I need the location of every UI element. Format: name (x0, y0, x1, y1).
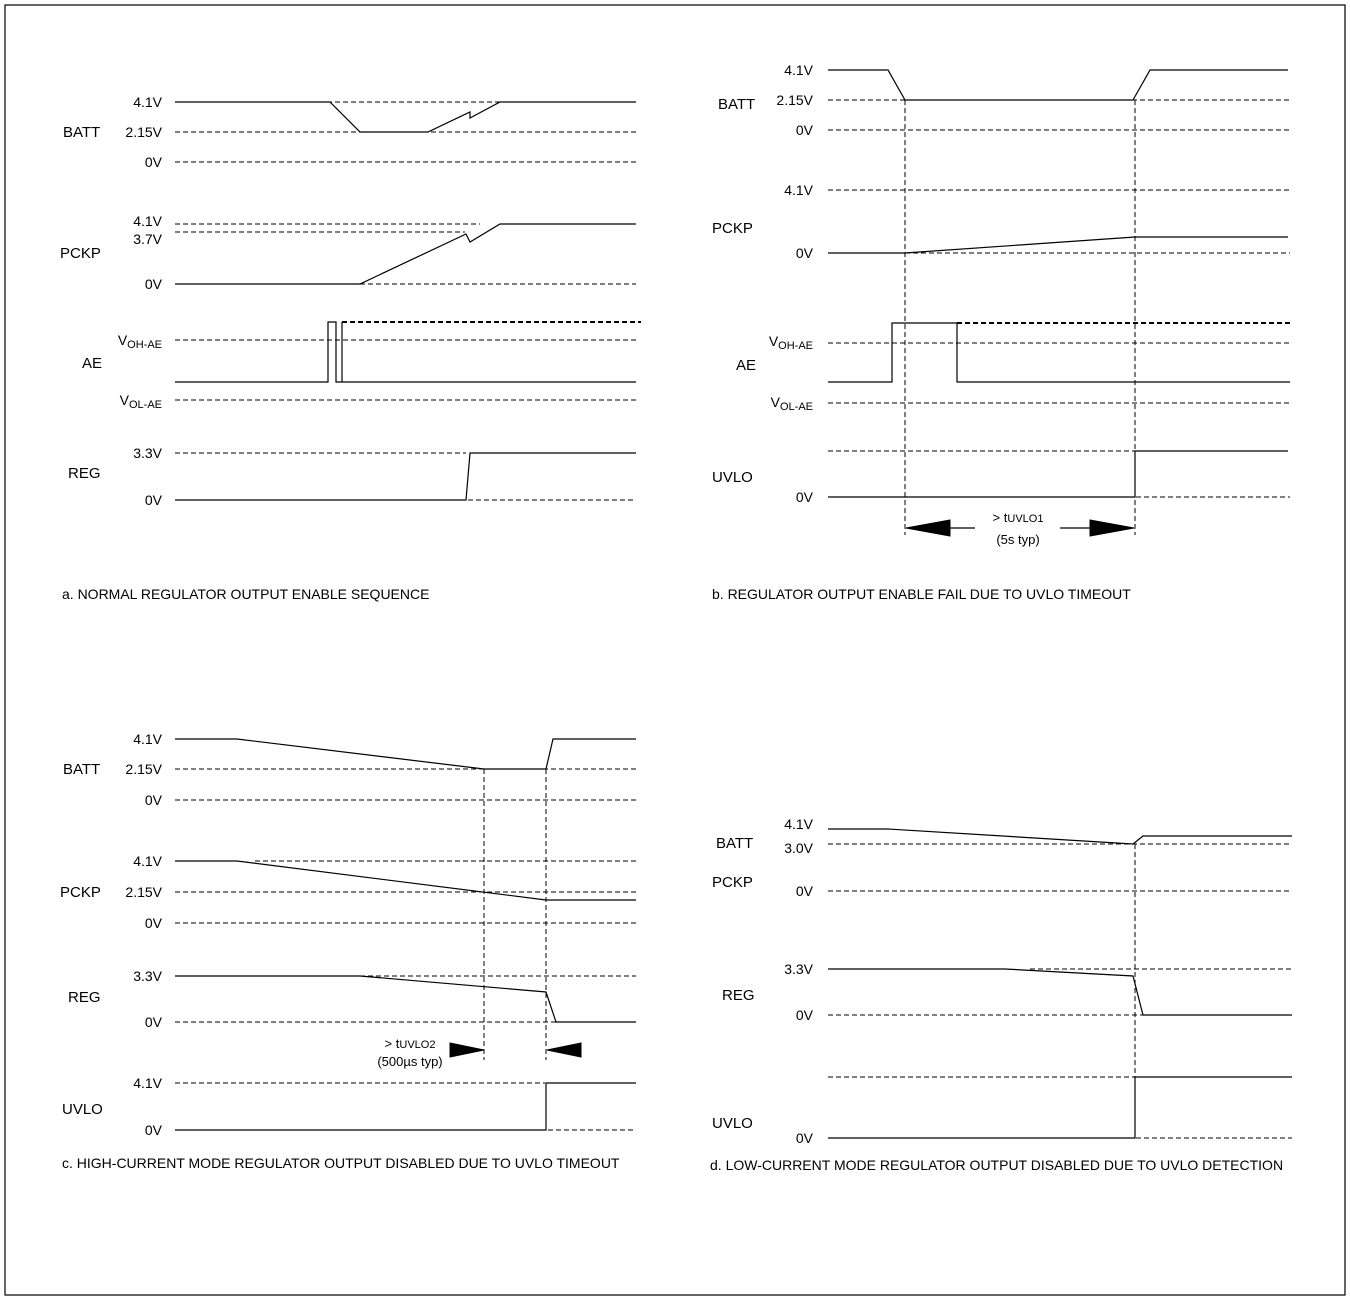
panel-c-pckp-mid-level: 2.15V (125, 884, 162, 900)
panel-a-reg-label: REG (68, 465, 101, 482)
panel-c-pckp-zero-level: 0V (145, 915, 163, 931)
panel-a-pckp-high-level: 4.1V (133, 213, 162, 229)
panel-b-batt-low-level: 2.15V (776, 92, 813, 108)
panel-c-pckp-label: PCKP (60, 884, 101, 901)
panel-a-pckp-waveform (175, 223, 636, 285)
panel-b-uvlo-waveform (828, 450, 1288, 498)
panel-b-timing-typ: (5s typ) (996, 532, 1039, 547)
panel-b-pckp-waveform (828, 236, 1288, 254)
panel-c-timing-arrow-left (449, 1042, 485, 1058)
panel-b-timing-arrow-left (905, 519, 951, 537)
panel-d: BATT 4.1V 3.0V PCKP 0V REG 3.3V 0V UVLO … (710, 816, 1292, 1173)
panel-b-ae-label: AE (736, 357, 756, 374)
panel-a-pckp-label: PCKP (60, 245, 101, 262)
panel-c-timing-label: > tUVLO2 (385, 1036, 436, 1051)
panel-d-batt-waveform (828, 828, 1292, 845)
panel-d-batt-mid-level: 3.0V (784, 840, 813, 856)
panel-c-reg-zero-level: 0V (145, 1014, 163, 1030)
panel-b-timing-arrow-right (1089, 519, 1135, 537)
panel-b-caption: b. REGULATOR OUTPUT ENABLE FAIL DUE TO U… (712, 586, 1131, 602)
panel-c-uvlo-high-level: 4.1V (133, 1075, 162, 1091)
panel-d-reg-label: REG (722, 987, 755, 1004)
panel-b-ae-waveform (828, 322, 1290, 383)
panel-b-voh-ae-level: VOH-AE (769, 333, 813, 352)
panel-c-uvlo-zero-level: 0V (145, 1122, 163, 1138)
panel-c-caption: c. HIGH-CURRENT MODE REGULATOR OUTPUT DI… (62, 1155, 620, 1171)
panel-d-caption: d. LOW-CURRENT MODE REGULATOR OUTPUT DIS… (710, 1157, 1283, 1173)
panel-b-batt-waveform (828, 69, 1288, 101)
panel-b-pckp-high-level: 4.1V (784, 182, 813, 198)
panel-d-uvlo-waveform (828, 1076, 1292, 1139)
panel-a-ae-label: AE (82, 355, 102, 372)
panel-d-reg-waveform (828, 968, 1292, 1016)
panel-c-batt-low-level: 2.15V (125, 761, 162, 777)
panel-c-uvlo-label: UVLO (62, 1101, 103, 1118)
panel-a-vol-ae-level: VOL-AE (120, 392, 162, 411)
panel-c-timing-typ: (500µs typ) (377, 1054, 442, 1069)
panel-a-caption: a. NORMAL REGULATOR OUTPUT ENABLE SEQUEN… (62, 586, 429, 602)
panel-d-pckp-label: PCKP (712, 874, 753, 891)
figure-frame (4, 4, 1346, 1296)
panel-a-pckp-zero-level: 0V (145, 276, 163, 292)
panel-d-batt-high-level: 4.1V (784, 816, 813, 832)
panel-b-pckp-zero-level: 0V (796, 245, 814, 261)
panel-b-batt-label: BATT (718, 96, 755, 113)
panel-a-batt-high-level: 4.1V (133, 94, 162, 110)
panel-a-batt-low-level: 2.15V (125, 124, 162, 140)
panel-a-batt-label: BATT (63, 124, 100, 141)
panel-b-batt-high-level: 4.1V (784, 62, 813, 78)
panel-a: BATT 4.1V 2.15V 0V PCKP 4.1V 3.7V 0V AE … (60, 94, 641, 602)
panel-b: > tUVLO1 (5s typ) BATT 4.1V 2.15V 0V PCK… (712, 62, 1290, 602)
panel-d-pckp-zero-level: 0V (796, 883, 814, 899)
panel-c-batt-waveform (175, 738, 636, 770)
panel-c-pckp-high-level: 4.1V (133, 853, 162, 869)
panel-b-vol-ae-level: VOL-AE (771, 394, 813, 413)
panel-a-ae-waveform (175, 321, 636, 383)
panel-b-batt-zero-level: 0V (796, 122, 814, 138)
panel-b-uvlo-label: UVLO (712, 469, 753, 486)
panel-a-voh-ae-level: VOH-AE (118, 332, 162, 351)
panel-d-uvlo-label: UVLO (712, 1115, 753, 1132)
panel-a-batt-waveform (175, 101, 636, 133)
panel-c-batt-label: BATT (63, 761, 100, 778)
panel-d-reg-high-level: 3.3V (784, 961, 813, 977)
panel-a-pckp-mid-level: 3.7V (133, 231, 162, 247)
panel-c-reg-high-level: 3.3V (133, 968, 162, 984)
panel-a-reg-zero-level: 0V (145, 492, 163, 508)
panel-b-pckp-label: PCKP (712, 220, 753, 237)
panel-c-pckp-waveform (175, 860, 636, 901)
panel-c: > tUVLO2 (500µs typ) BATT 4.1V 2.15V 0V … (60, 731, 636, 1171)
panel-d-batt-label: BATT (716, 835, 753, 852)
panel-c-reg-waveform (175, 975, 636, 1023)
panel-c-batt-zero-level: 0V (145, 792, 163, 808)
panel-b-timing-label: > tUVLO1 (993, 510, 1044, 525)
panel-d-reg-zero-level: 0V (796, 1007, 814, 1023)
panel-a-reg-high-level: 3.3V (133, 445, 162, 461)
panel-d-uvlo-zero-level: 0V (796, 1130, 814, 1146)
panel-a-reg-waveform (175, 452, 636, 501)
panel-c-timing-arrow-right (546, 1042, 582, 1058)
panel-c-uvlo-waveform (175, 1082, 636, 1131)
panel-b-uvlo-zero-level: 0V (796, 489, 814, 505)
panel-a-batt-zero-level: 0V (145, 154, 163, 170)
panel-c-reg-label: REG (68, 989, 101, 1006)
panel-c-batt-high-level: 4.1V (133, 731, 162, 747)
